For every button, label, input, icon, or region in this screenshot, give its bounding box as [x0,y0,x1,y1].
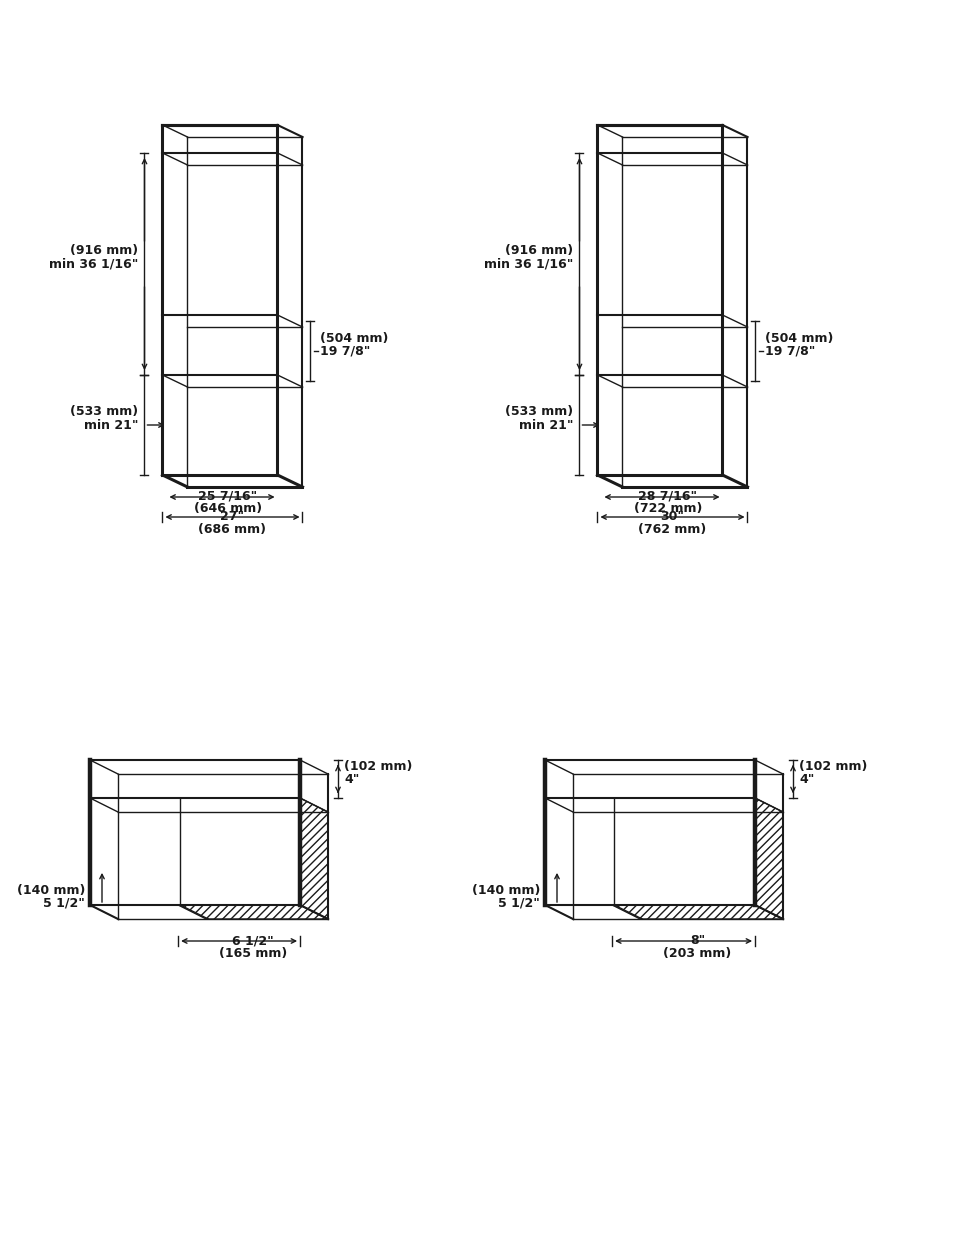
Text: 5 1/2": 5 1/2" [43,897,85,910]
Text: (533 mm): (533 mm) [505,405,573,417]
Text: (916 mm): (916 mm) [71,243,138,257]
Polygon shape [612,905,782,919]
Text: 30": 30" [659,510,684,522]
Text: 28 7/16": 28 7/16" [638,489,697,501]
Text: (722 mm): (722 mm) [633,501,701,515]
Text: (504 mm): (504 mm) [320,331,389,345]
Text: 25 7/16": 25 7/16" [198,489,257,501]
Polygon shape [178,905,328,919]
Text: 19 7/8": 19 7/8" [764,345,815,357]
Text: min 36 1/16": min 36 1/16" [483,258,573,270]
Text: 4": 4" [799,773,814,785]
Text: 5 1/2": 5 1/2" [497,897,539,910]
Polygon shape [754,798,782,919]
Text: 19 7/8": 19 7/8" [320,345,371,357]
Text: (102 mm): (102 mm) [344,760,412,773]
Text: (203 mm): (203 mm) [662,947,731,960]
Text: min 21": min 21" [518,419,573,431]
Text: (102 mm): (102 mm) [799,760,866,773]
Text: min 21": min 21" [84,419,138,431]
Text: (165 mm): (165 mm) [219,947,287,960]
Text: (140 mm): (140 mm) [16,884,85,897]
Text: (762 mm): (762 mm) [638,522,706,536]
Text: (504 mm): (504 mm) [764,331,833,345]
Text: (686 mm): (686 mm) [198,522,266,536]
Text: 27": 27" [220,510,244,522]
Text: 4": 4" [344,773,359,785]
Polygon shape [299,798,328,919]
Text: min 36 1/16": min 36 1/16" [49,258,138,270]
Text: (646 mm): (646 mm) [193,501,262,515]
Text: 8": 8" [689,934,704,947]
Text: (140 mm): (140 mm) [471,884,539,897]
Text: (916 mm): (916 mm) [505,243,573,257]
Text: 6 1/2": 6 1/2" [232,934,274,947]
Text: (533 mm): (533 mm) [71,405,138,417]
